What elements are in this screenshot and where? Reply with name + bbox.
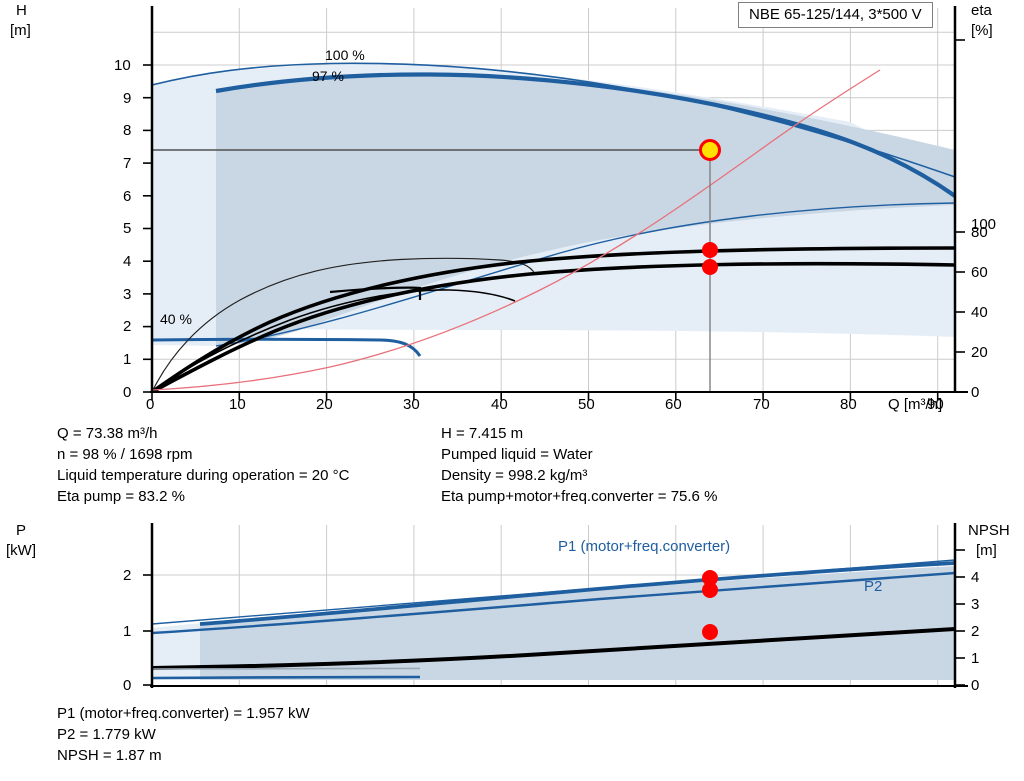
q-tick-90: 90 (927, 396, 944, 413)
q-tick-0: 0 (146, 396, 155, 413)
band-lower-edge (215, 202, 955, 347)
bottom-chart-y2-axis-unit: [m] (976, 542, 997, 559)
result-line-p1: P1 (motor+freq.converter) = 1.957 kW (57, 705, 310, 722)
duty-point-marker[interactable] (699, 139, 721, 161)
bottom-chart-y2-ticks (955, 549, 965, 686)
eta-tick-80: 80 (971, 224, 988, 241)
curve-label-40-percent: 40 % (160, 311, 192, 327)
h-tick-8: 8 (123, 122, 132, 139)
q-tick-50: 50 (578, 396, 595, 413)
q-tick-30: 30 (403, 396, 420, 413)
bottom-chart-y-ticks (143, 574, 152, 686)
h-tick-3: 3 (123, 286, 132, 303)
eta-40-tail (329, 286, 422, 300)
curve-label-97-percent: 97 % (312, 68, 344, 84)
series-label-p1: P1 (motor+freq.converter) (558, 538, 731, 555)
q-tick-80: 80 (840, 396, 857, 413)
npsh-tick-4: 4 (971, 569, 980, 586)
duty-marker-p1 (702, 570, 718, 586)
top-chart-x-axis-label: Q [m³/h] (888, 396, 943, 413)
eta-40-curve (152, 289, 516, 392)
p1-upper-edge (152, 559, 955, 625)
power-band-main (200, 566, 955, 680)
duty-left-line-2: n = 98 % / 1698 rpm (57, 446, 193, 463)
npsh-tick-2: 2 (971, 623, 980, 640)
duty-right-line-3: Density = 998.2 kg/m³ (441, 467, 588, 484)
series-label-p2: P2 (864, 578, 883, 595)
pump-model-legend: NBE 65-125/144, 3*500 V (738, 2, 933, 28)
top-chart-y-ticks (143, 64, 152, 393)
h-tick-7: 7 (123, 155, 132, 172)
duty-marker-eta-pump (702, 242, 718, 258)
eta-tick-20: 20 (971, 344, 988, 361)
npsh-tick-3: 3 (971, 596, 980, 613)
duty-marker-eta-total (702, 259, 718, 275)
h-tick-10: 10 (114, 57, 131, 74)
eta-tick-60: 60 (971, 264, 988, 281)
duty-left-line-4: Eta pump = 83.2 % (57, 488, 185, 505)
bottom-chart-canvas (143, 523, 968, 688)
npsh-tick-1: 1 (971, 650, 980, 667)
p-tick-1: 1 (123, 623, 132, 640)
eta-total-curve (152, 261, 955, 392)
result-line-p2: P2 = 1.779 kW (57, 726, 156, 743)
npsh-tick-0: 0 (971, 677, 980, 694)
top-chart-y-axis-label: H (16, 2, 27, 19)
top-chart-y2-ticks (955, 39, 965, 393)
h-curve-100 (152, 62, 955, 178)
duty-left-line-1: Q = 73.38 m³/h (57, 425, 158, 442)
top-chart-y2-axis-unit: [%] (971, 22, 993, 39)
h-curve-40 (152, 337, 422, 357)
h-curve-97 (215, 72, 955, 198)
bottom-chart-y-axis-label: P (16, 522, 27, 539)
eta-tick-0: 0 (971, 384, 980, 401)
h-tick-9: 9 (123, 90, 132, 107)
npsh-curve-red (152, 69, 881, 391)
p2-curve (152, 571, 955, 635)
eta-tick-40: 40 (971, 304, 988, 321)
eta-tick-100: 100 (971, 216, 997, 233)
h-tick-4: 4 (123, 253, 132, 270)
h-tick-1: 1 (123, 351, 132, 368)
h-tick-2: 2 (123, 318, 132, 335)
top-chart-x-ticks (151, 392, 939, 400)
duty-right-line-1: H = 7.415 m (441, 425, 524, 442)
curve-label-100-percent: 100 % (325, 47, 365, 63)
eta-pump-curve (152, 246, 955, 392)
h-tick-5: 5 (123, 220, 132, 237)
q-tick-70: 70 (753, 396, 770, 413)
h-tick-0: 0 (123, 384, 132, 401)
q-tick-20: 20 (316, 396, 333, 413)
npsh-curve-bottom (152, 627, 955, 670)
q-tick-60: 60 (665, 396, 682, 413)
q-tick-10: 10 (229, 396, 246, 413)
top-chart-y-axis-unit: [m] (10, 22, 31, 39)
bottom-chart-y-axis-unit: [kW] (6, 542, 36, 559)
top-chart-canvas (143, 6, 968, 400)
duty-marker-p2 (702, 582, 718, 598)
duty-marker-npsh (702, 624, 718, 640)
p-tick-2: 2 (123, 567, 132, 584)
p-tick-0: 0 (123, 677, 132, 694)
top-chart-y2-axis-label: eta (971, 2, 992, 19)
eta-curve-thin (152, 257, 536, 392)
result-line-npsh: NPSH = 1.87 m (57, 747, 162, 764)
duty-right-line-2: Pumped liquid = Water (441, 446, 593, 463)
speed-band-light-lower (152, 86, 216, 346)
duty-right-line-4: Eta pump+motor+freq.converter = 75.6 % (441, 488, 718, 505)
h-tick-6: 6 (123, 188, 132, 205)
bottom-chart-y2-axis-label: NPSH (968, 522, 1010, 539)
power-40-curve (152, 675, 421, 680)
q-tick-40: 40 (491, 396, 508, 413)
duty-left-line-3: Liquid temperature during operation = 20… (57, 467, 350, 484)
npsh-40-curve (152, 667, 421, 670)
